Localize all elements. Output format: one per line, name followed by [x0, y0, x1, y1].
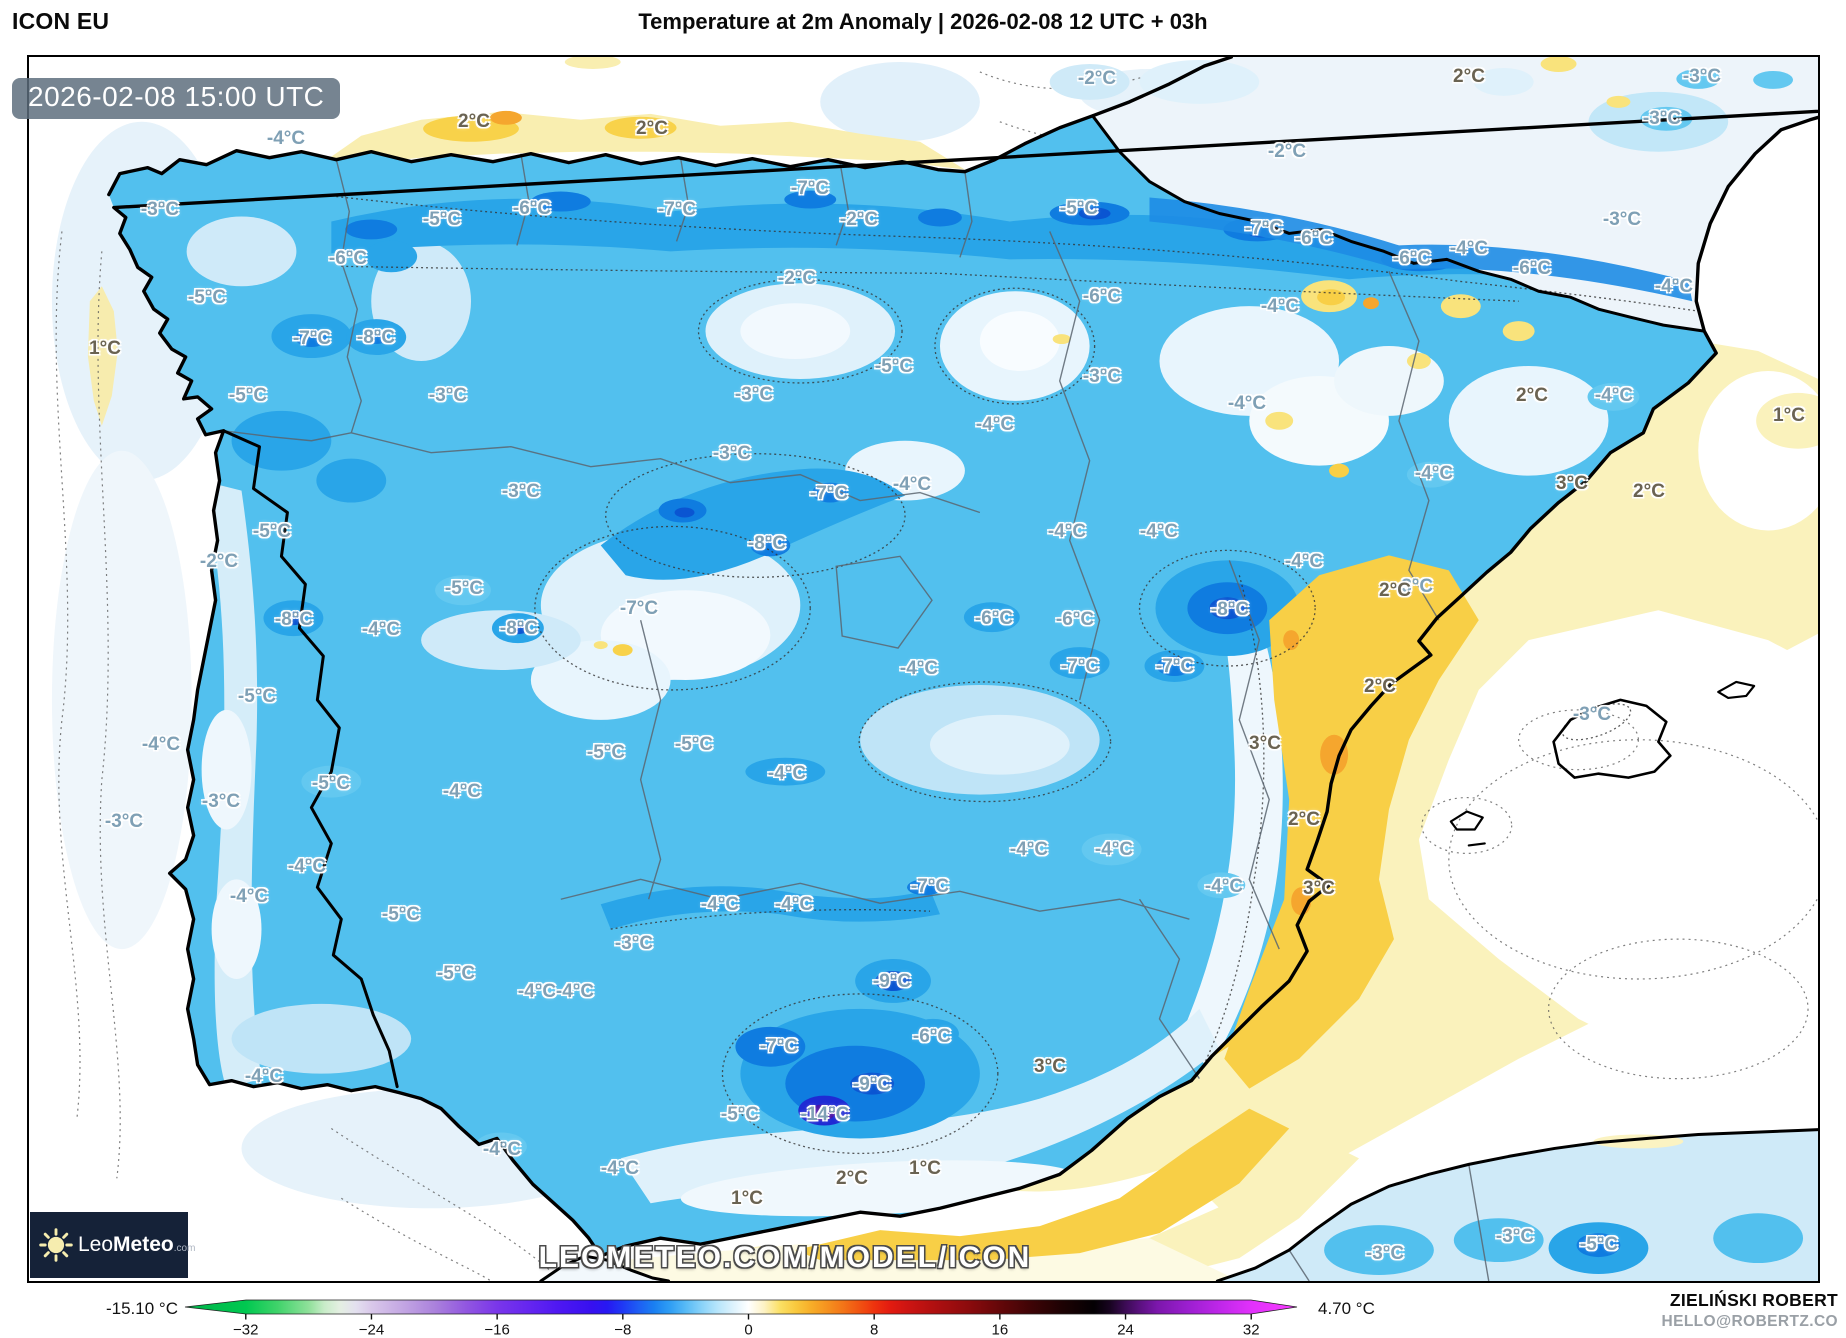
svg-text:16: 16: [992, 1322, 1009, 1338]
page-title: Temperature at 2m Anomaly | 2026-02-08 1…: [638, 9, 1208, 34]
svg-text:0: 0: [744, 1322, 752, 1338]
colorbar-max-label: 4.70 °C: [1318, 1299, 1375, 1318]
weather-map: -4°C 2°C -3°C -5°C -6°C -5°C -7°C -8°C 1°C -5°C -3…: [27, 55, 1820, 1283]
coastline: [107, 57, 1818, 1281]
colorbar: −32 −24 −16 −8 0 8 16 24 32: [184, 1299, 1298, 1338]
colorbar-ticks: −32 −24 −16 −8 0 8 16 24 32: [233, 1314, 1260, 1338]
model-label: ICON EU: [12, 8, 110, 34]
colorbar-gradient-bar: [184, 1299, 1298, 1315]
author-contact: HELLO@ROBERTZ.CO: [1661, 1312, 1838, 1330]
sun-icon: [39, 1228, 73, 1262]
admin-borders: [223, 153, 1490, 1281]
svg-text:8: 8: [870, 1322, 878, 1338]
author-name: ZIELIŃSKI ROBERT: [1669, 1290, 1838, 1310]
svg-text:−24: −24: [359, 1322, 384, 1338]
credits: ZIELIŃSKI ROBERT HELLO@ROBERTZ.CO: [1661, 1289, 1838, 1332]
svg-text:−32: −32: [233, 1322, 258, 1338]
svg-text:32: 32: [1243, 1322, 1260, 1338]
svg-text:−16: −16: [484, 1322, 509, 1338]
contour-lines: [336, 195, 1699, 1155]
logo-text: LeoMeteo.com: [78, 1233, 196, 1256]
africa-layer: [540, 1129, 1818, 1281]
svg-text:−8: −8: [614, 1322, 631, 1338]
svg-text:24: 24: [1117, 1322, 1134, 1338]
watermark: LEOMETEO.COM/MODEL/ICON: [538, 1241, 1032, 1274]
colorbar-min-label: -15.10 °C: [105, 1299, 178, 1318]
leometeo-logo: LeoMeteo.com: [30, 1212, 195, 1278]
map-canvas: [51, 57, 1818, 1281]
timestamp-overlay: 2026-02-08 15:00 UTC: [12, 78, 341, 119]
